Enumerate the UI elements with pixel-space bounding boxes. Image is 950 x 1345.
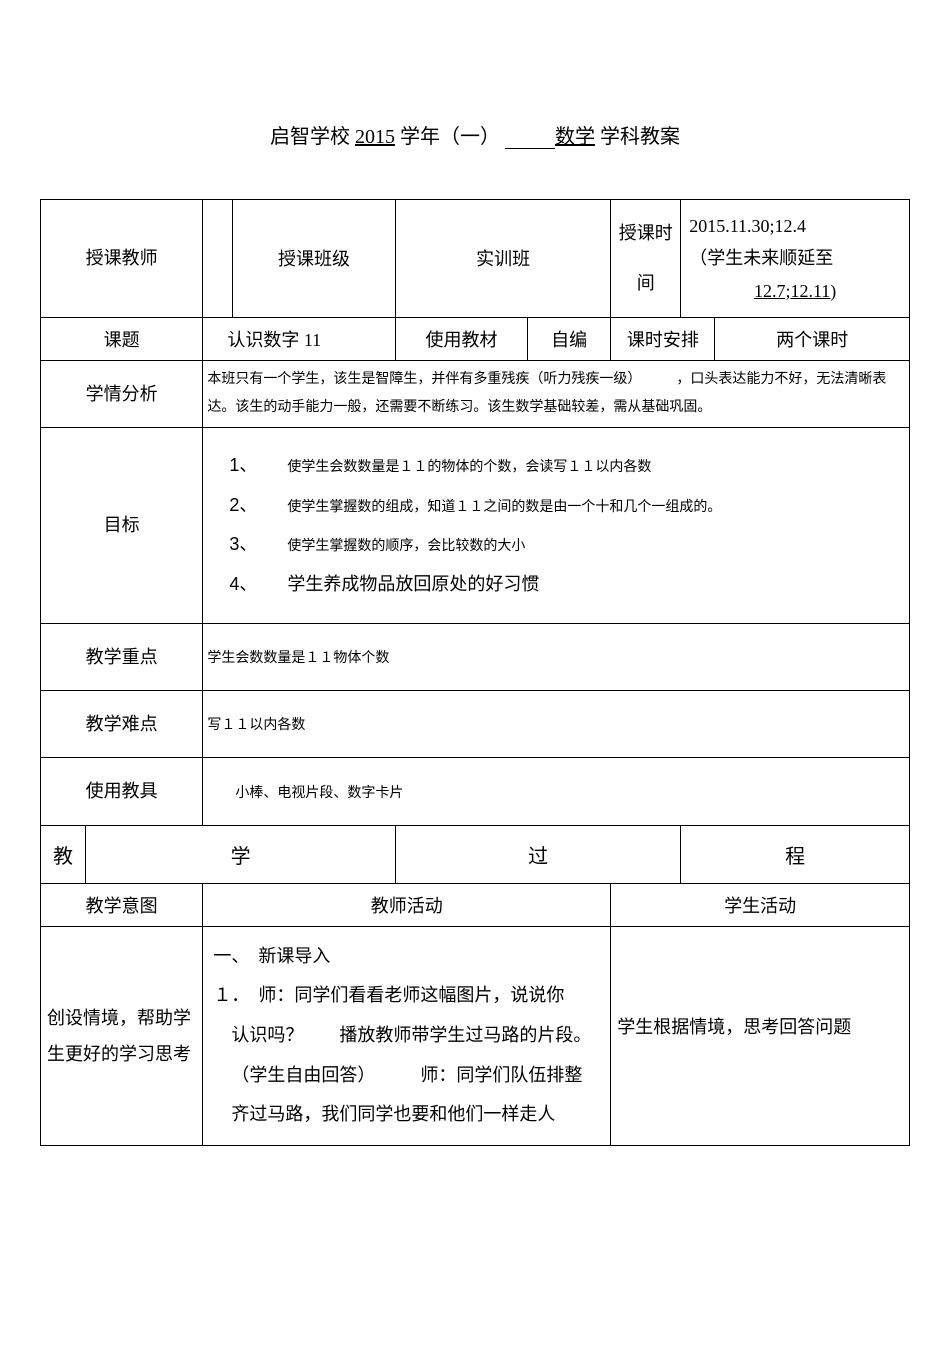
process-char-3: 过 — [396, 825, 681, 883]
time-line3: 12.7;12.11) — [689, 275, 901, 307]
difficulty-label: 教学难点 — [41, 690, 203, 757]
time-value: 2015.11.30;12.4 （学生未来顺延至 12.7;12.11) — [681, 200, 910, 318]
analysis-label: 学情分析 — [41, 360, 203, 427]
student-activity-content: 学生根据情境，思考回答问题 — [611, 926, 910, 1145]
goals-label: 目标 — [41, 428, 203, 623]
process-header-row: 教 学 过 程 — [41, 825, 910, 883]
tools-text: 小棒、电视片段、数字卡片 — [203, 758, 910, 825]
student-activity-label: 学生活动 — [611, 883, 910, 926]
schedule-label: 课时安排 — [611, 317, 715, 360]
goals-content: 1、使学生会数数量是１１的物体的个数，会读写１１以内各数 2、使学生掌握数的组成… — [203, 428, 910, 623]
topic-value: 认识数字 11 — [203, 317, 396, 360]
intent-text: 创设情境，帮助学生更好的学习思考 — [41, 926, 203, 1145]
difficulty-text: 写１１以内各数 — [203, 690, 910, 757]
keypoint-label: 教学重点 — [41, 623, 203, 690]
schedule-value: 两个课时 — [715, 317, 910, 360]
process-char-1: 教 — [41, 825, 86, 883]
time-line1: 2015.11.30;12.4 — [689, 216, 806, 236]
teacher-line-3: （学生自由回答） 师：同学们队伍排整 — [213, 1056, 600, 1096]
teacher-line-2: 认识吗？ 播放教师带学生过马路的片段。 — [213, 1016, 600, 1056]
teacher-activity-content: 一、 新课导入 １． 师：同学们看看老师这幅图片，说说你 认识吗？ 播放教师带学… — [203, 926, 611, 1145]
blank-line — [505, 148, 555, 149]
document-title: 启智学校 2015 学年（一） 数学 学科教案 — [40, 120, 910, 149]
teacher-label: 授课教师 — [41, 200, 203, 318]
goal-item-4: 4、学生养成物品放回原处的好习惯 — [229, 565, 883, 605]
process-char-2: 学 — [86, 825, 396, 883]
subject-suffix: 学科教案 — [600, 126, 680, 148]
material-label: 使用教材 — [396, 317, 528, 360]
time-label: 授课时间 — [611, 200, 681, 318]
material-value: 自编 — [527, 317, 610, 360]
teacher-section-title: 一、 新课导入 — [213, 937, 600, 977]
goal-item-2: 2、使学生掌握数的组成，知道１１之间的数是由一个十和几个一组成的。 — [229, 486, 883, 526]
analysis-text: 本班只有一个学生，该生是智障生，并伴有多重残疾（听力残疾一级） ，口头表达能力不… — [203, 360, 910, 427]
time-line2: （学生未来顺延至 — [689, 242, 901, 274]
goal-item-3: 3、使学生掌握数的顺序，会比较数的大小 — [229, 525, 883, 565]
intent-label: 教学意图 — [41, 883, 203, 926]
tools-label: 使用教具 — [41, 758, 203, 825]
year: 2015 — [355, 126, 395, 148]
teacher-line-4: 齐过马路，我们同学也要和他们一样走人 — [213, 1095, 600, 1135]
topic-label: 课题 — [41, 317, 203, 360]
teacher-value — [203, 200, 232, 318]
school-name: 启智学校 — [270, 126, 350, 148]
process-char-4: 程 — [681, 825, 910, 883]
teacher-line-1: １． 师：同学们看看老师这幅图片，说说你 — [213, 976, 600, 1016]
lesson-plan-table: 授课教师 授课班级 实训班 授课时间 2015.11.30;12.4 （学生未来… — [40, 199, 910, 1146]
process-content-row: 创设情境，帮助学生更好的学习思考 一、 新课导入 １． 师：同学们看看老师这幅图… — [41, 926, 910, 1145]
goal-item-1: 1、使学生会数数量是１１的物体的个数，会读写１１以内各数 — [229, 446, 883, 486]
teacher-activity-label: 教师活动 — [203, 883, 611, 926]
class-label: 授课班级 — [232, 200, 395, 318]
year-suffix: 学年（一） — [400, 126, 500, 148]
class-value: 实训班 — [396, 200, 611, 318]
keypoint-text: 学生会数数量是１１物体个数 — [203, 623, 910, 690]
process-subheader-row: 教学意图 教师活动 学生活动 — [41, 883, 910, 926]
subject: 数学 — [555, 126, 595, 148]
